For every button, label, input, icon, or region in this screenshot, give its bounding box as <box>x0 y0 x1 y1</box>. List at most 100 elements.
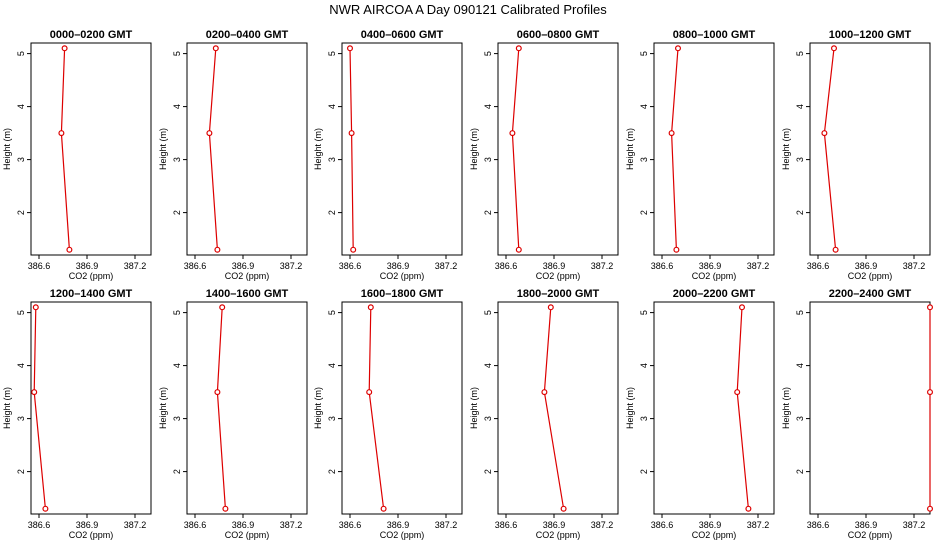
data-point <box>366 389 373 396</box>
x-axis-label: CO2 (ppm) <box>536 271 581 281</box>
y-axis-label: Height (m) <box>469 128 479 170</box>
x-tick-label: 386.9 <box>76 520 99 530</box>
panel-title: 0800–1000 GMT <box>673 29 756 41</box>
x-tick-label: 387.2 <box>435 520 458 530</box>
y-tick-label: 2 <box>795 469 805 474</box>
plot-frame <box>341 301 463 515</box>
panel-title: 1600–1800 GMT <box>361 288 444 300</box>
y-tick-label: 5 <box>639 51 649 56</box>
y-tick-label: 4 <box>795 363 805 368</box>
x-tick-label: 386.9 <box>76 261 99 271</box>
y-tick-label: 3 <box>483 416 493 421</box>
y-axis-label: Height (m) <box>625 387 635 429</box>
data-point <box>66 246 73 253</box>
y-tick-label: 5 <box>172 310 182 315</box>
y-tick-label: 3 <box>16 157 26 162</box>
data-point <box>58 130 65 137</box>
y-tick-label: 4 <box>483 104 493 109</box>
x-tick-label: 386.9 <box>232 520 255 530</box>
y-tick-label: 4 <box>795 104 805 109</box>
x-tick-label: 387.2 <box>435 261 458 271</box>
panel-title: 1200–1400 GMT <box>50 288 133 300</box>
y-tick-label: 4 <box>172 104 182 109</box>
x-tick-label: 386.9 <box>387 520 410 530</box>
data-point <box>926 389 933 396</box>
plot-frame <box>497 301 619 515</box>
y-tick-label: 5 <box>327 310 337 315</box>
y-tick-label: 3 <box>16 416 26 421</box>
plot-frame <box>30 301 152 515</box>
x-tick-label: 386.6 <box>28 520 51 530</box>
data-point <box>668 130 675 137</box>
x-tick-label: 386.6 <box>651 261 674 271</box>
plot-frame <box>653 42 775 256</box>
y-tick-label: 2 <box>327 469 337 474</box>
plot-frame <box>809 42 931 256</box>
data-point <box>214 246 221 253</box>
y-tick-label: 3 <box>795 416 805 421</box>
x-axis-label: CO2 (ppm) <box>848 271 893 281</box>
plot-frame <box>653 301 775 515</box>
x-axis-label: CO2 (ppm) <box>225 271 270 281</box>
x-tick-label: 386.9 <box>543 261 566 271</box>
profile-line <box>216 307 226 509</box>
x-tick-label: 386.9 <box>387 261 410 271</box>
data-point <box>830 45 837 52</box>
plot-frame <box>341 42 463 256</box>
profile-line <box>349 48 354 250</box>
x-tick-label: 386.6 <box>651 520 674 530</box>
y-tick-label: 5 <box>172 51 182 56</box>
y-axis-label: Height (m) <box>781 387 791 429</box>
x-axis-label: CO2 (ppm) <box>69 271 114 281</box>
profile-line <box>670 48 679 250</box>
x-tick-label: 386.6 <box>807 261 830 271</box>
x-tick-label: 387.2 <box>747 261 770 271</box>
data-point <box>219 304 226 311</box>
data-point <box>560 505 567 512</box>
x-tick-label: 387.2 <box>280 261 303 271</box>
y-tick-label: 3 <box>639 416 649 421</box>
panel-title: 0400–0600 GMT <box>361 29 444 41</box>
data-point <box>541 389 548 396</box>
y-tick-label: 2 <box>639 210 649 215</box>
y-tick-label: 4 <box>16 104 26 109</box>
y-tick-label: 3 <box>172 157 182 162</box>
y-tick-label: 4 <box>639 104 649 109</box>
y-tick-label: 2 <box>483 469 493 474</box>
panel-title: 0200–0400 GMT <box>206 29 289 41</box>
data-point <box>31 389 38 396</box>
y-tick-label: 5 <box>639 310 649 315</box>
y-axis-label: Height (m) <box>469 387 479 429</box>
profile-line <box>60 48 70 250</box>
y-tick-label: 5 <box>483 51 493 56</box>
y-axis-label: Height (m) <box>313 387 323 429</box>
x-tick-label: 387.2 <box>591 261 614 271</box>
x-tick-label: 386.9 <box>855 520 878 530</box>
y-tick-label: 2 <box>172 469 182 474</box>
x-tick-label: 386.9 <box>699 520 722 530</box>
y-tick-label: 3 <box>483 157 493 162</box>
y-tick-label: 4 <box>16 363 26 368</box>
figure-title: NWR AIRCOA A Day 090121 Calibrated Profi… <box>329 2 607 17</box>
plot-frame <box>497 42 619 256</box>
y-axis-label: Height (m) <box>781 128 791 170</box>
panel-title: 0600–0800 GMT <box>517 29 600 41</box>
data-point <box>32 304 39 311</box>
y-tick-label: 5 <box>483 310 493 315</box>
y-axis-label: Height (m) <box>2 128 12 170</box>
data-point <box>515 45 522 52</box>
y-tick-label: 2 <box>795 210 805 215</box>
data-point <box>206 130 213 137</box>
y-tick-label: 3 <box>327 416 337 421</box>
x-tick-label: 386.6 <box>184 520 207 530</box>
profile-line <box>511 48 520 250</box>
y-tick-label: 4 <box>172 363 182 368</box>
y-tick-label: 3 <box>327 157 337 162</box>
x-tick-label: 386.9 <box>699 261 722 271</box>
data-point <box>222 505 229 512</box>
y-tick-label: 3 <box>639 157 649 162</box>
panel-title: 0000–0200 GMT <box>50 29 133 41</box>
data-point <box>214 389 221 396</box>
panel-title: 2000–2200 GMT <box>673 288 756 300</box>
